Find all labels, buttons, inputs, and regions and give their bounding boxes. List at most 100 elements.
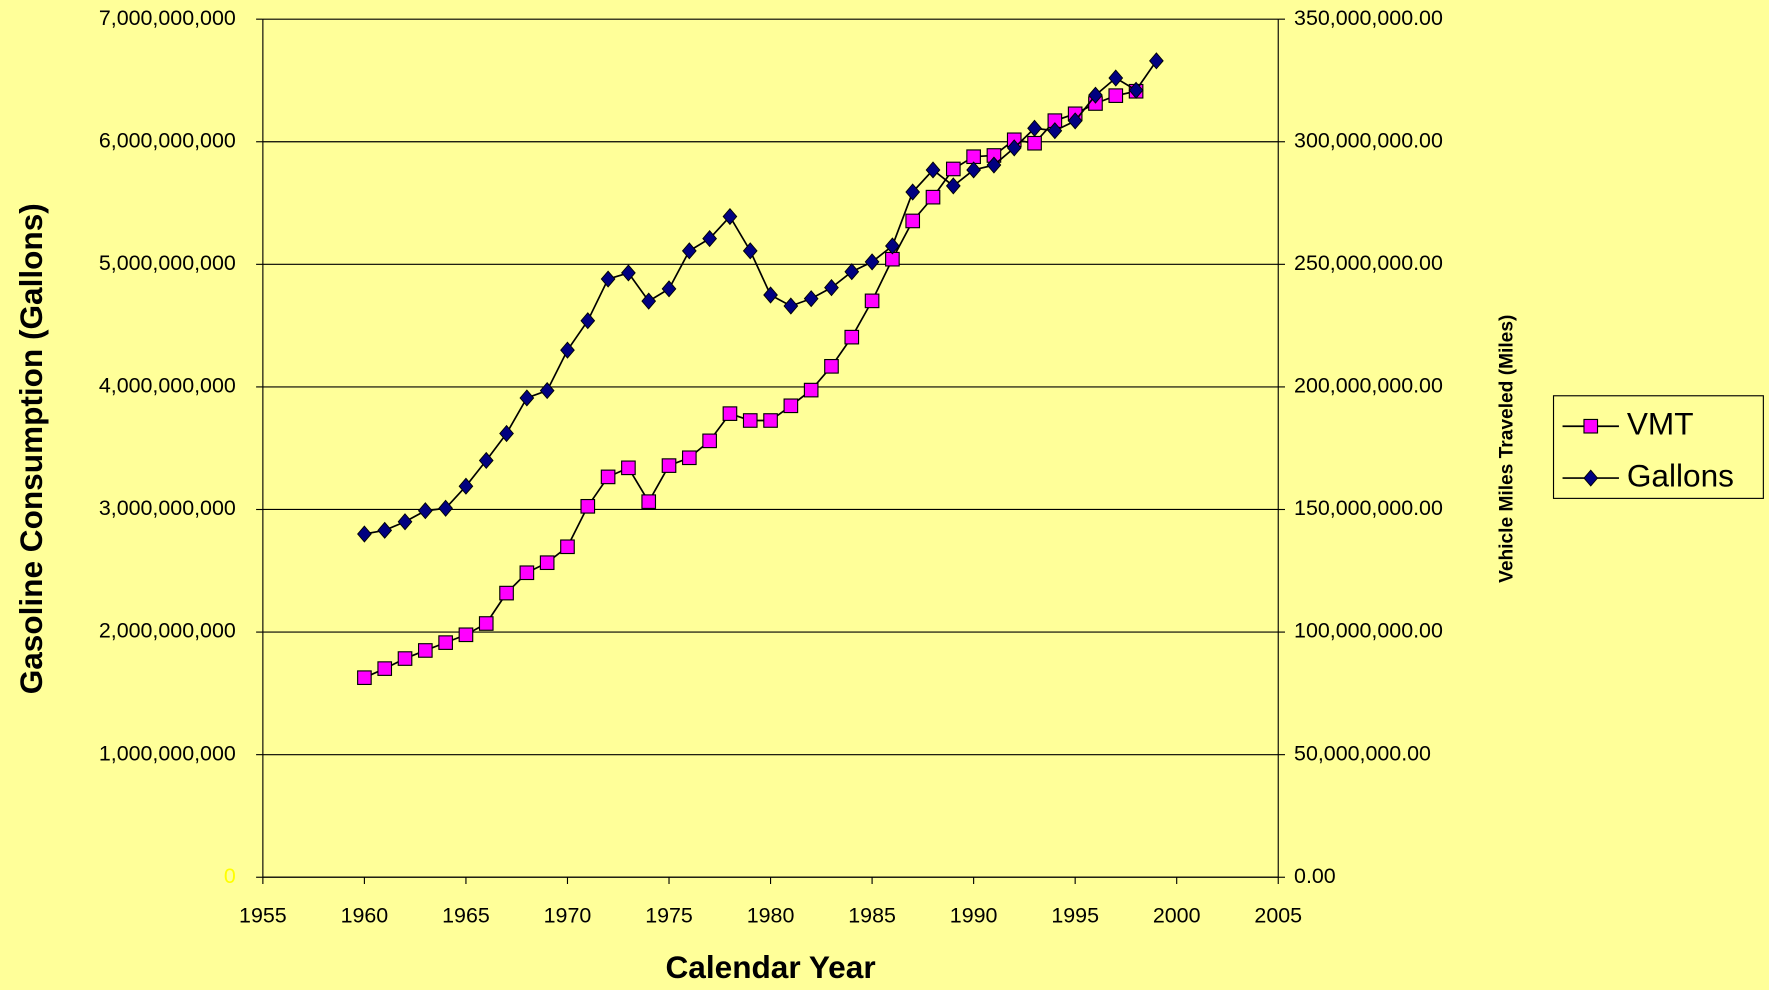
- data-point: [377, 661, 393, 676]
- y-tick-label: 6,000,000,000: [99, 128, 236, 152]
- data-point: [803, 382, 819, 398]
- data-point: [661, 280, 677, 298]
- y-tick-label: 3,000,000,000: [99, 496, 236, 520]
- x-tick-label: 1985: [848, 903, 896, 927]
- data-point: [661, 458, 677, 473]
- data-point: [499, 424, 514, 443]
- data-point: [1108, 88, 1124, 103]
- data-point: [966, 161, 981, 179]
- y2-tick-label: 300,000,000.00: [1294, 128, 1443, 152]
- y2-tick-label: 150,000,000.00: [1294, 496, 1443, 520]
- y-tick-label: 2,000,000,000: [99, 619, 236, 643]
- data-point: [1047, 122, 1063, 140]
- data-point: [925, 161, 941, 179]
- data-point: [621, 460, 636, 476]
- data-point: [519, 565, 535, 581]
- data-point: [1067, 112, 1083, 130]
- data-point: [722, 207, 738, 226]
- legend-marker: [1583, 418, 1599, 434]
- data-point: [763, 286, 778, 304]
- data-point: [1149, 52, 1164, 70]
- data-point: [478, 616, 494, 631]
- data-point: [560, 341, 575, 359]
- data-point: [417, 502, 433, 520]
- data-point: [560, 539, 575, 555]
- data-point: [905, 213, 921, 229]
- data-point: [945, 161, 961, 177]
- data-point: [945, 177, 961, 195]
- y-tick-label: 1,000,000,000: [99, 741, 236, 765]
- x-axis-title: Calendar Year: [665, 949, 875, 985]
- y-tick-label: 5,000,000,000: [99, 251, 236, 275]
- data-point: [397, 651, 413, 666]
- data-point: [742, 242, 758, 260]
- y-tick-label: 4,000,000,000: [99, 374, 236, 398]
- data-point: [519, 389, 535, 407]
- data-point: [844, 263, 860, 281]
- y2-tick-label: 250,000,000.00: [1294, 251, 1443, 275]
- y2-tick-label: 200,000,000.00: [1294, 374, 1443, 398]
- data-point: [397, 513, 413, 531]
- y2-tick-label: 50,000,000.00: [1294, 741, 1431, 765]
- data-point: [458, 627, 474, 643]
- data-point: [417, 643, 433, 658]
- data-point: [824, 358, 839, 374]
- x-tick-label: 1995: [1051, 903, 1099, 927]
- x-tick-label: 2005: [1254, 903, 1302, 927]
- data-point: [783, 398, 799, 414]
- data-point: [702, 230, 717, 248]
- data-point: [742, 413, 758, 428]
- y2-axis-title: Vehicle Miles Traveled (Miles): [1496, 315, 1517, 583]
- x-tick-label: 1975: [645, 903, 693, 927]
- data-point: [1128, 81, 1144, 99]
- data-point: [539, 555, 555, 571]
- legend-label: Gallons: [1627, 457, 1734, 493]
- data-point: [844, 329, 860, 345]
- data-point: [438, 499, 453, 517]
- y-tick-label: 7,000,000,000: [99, 6, 236, 30]
- data-point: [641, 292, 657, 310]
- data-point: [702, 433, 717, 449]
- data-point: [539, 382, 555, 400]
- legend-marker: [1583, 469, 1599, 487]
- data-point: [600, 270, 616, 288]
- data-point: [1006, 139, 1022, 157]
- data-point: [1027, 135, 1042, 151]
- data-point: [580, 312, 596, 330]
- data-point: [763, 413, 778, 428]
- x-tick-label: 1960: [341, 903, 389, 927]
- x-tick-label: 2000: [1153, 903, 1201, 927]
- legend-label: VMT: [1627, 406, 1694, 442]
- y-tick-label: 0: [224, 864, 236, 888]
- x-tick-label: 1955: [239, 903, 287, 927]
- data-point: [925, 189, 941, 205]
- data-point: [458, 477, 474, 495]
- data-point: [600, 469, 616, 485]
- data-point: [499, 585, 514, 601]
- data-point: [357, 670, 372, 686]
- x-tick-label: 1965: [442, 903, 490, 927]
- data-point: [478, 451, 494, 470]
- data-point: [885, 237, 900, 255]
- data-point: [438, 635, 453, 650]
- data-point: [580, 498, 596, 514]
- data-point: [783, 297, 799, 315]
- data-point: [864, 253, 880, 271]
- data-point: [377, 521, 393, 539]
- data-point: [357, 525, 372, 543]
- data-point: [722, 406, 738, 421]
- data-point: [803, 290, 819, 308]
- x-tick-label: 1980: [747, 903, 795, 927]
- series-line: [364, 60, 1158, 535]
- data-point: [905, 183, 921, 201]
- y2-tick-label: 100,000,000.00: [1294, 619, 1443, 643]
- data-point: [681, 242, 697, 260]
- data-point: [1088, 86, 1103, 104]
- data-point: [641, 494, 657, 509]
- data-point: [824, 279, 839, 297]
- data-point: [621, 264, 636, 282]
- data-point: [1108, 69, 1124, 87]
